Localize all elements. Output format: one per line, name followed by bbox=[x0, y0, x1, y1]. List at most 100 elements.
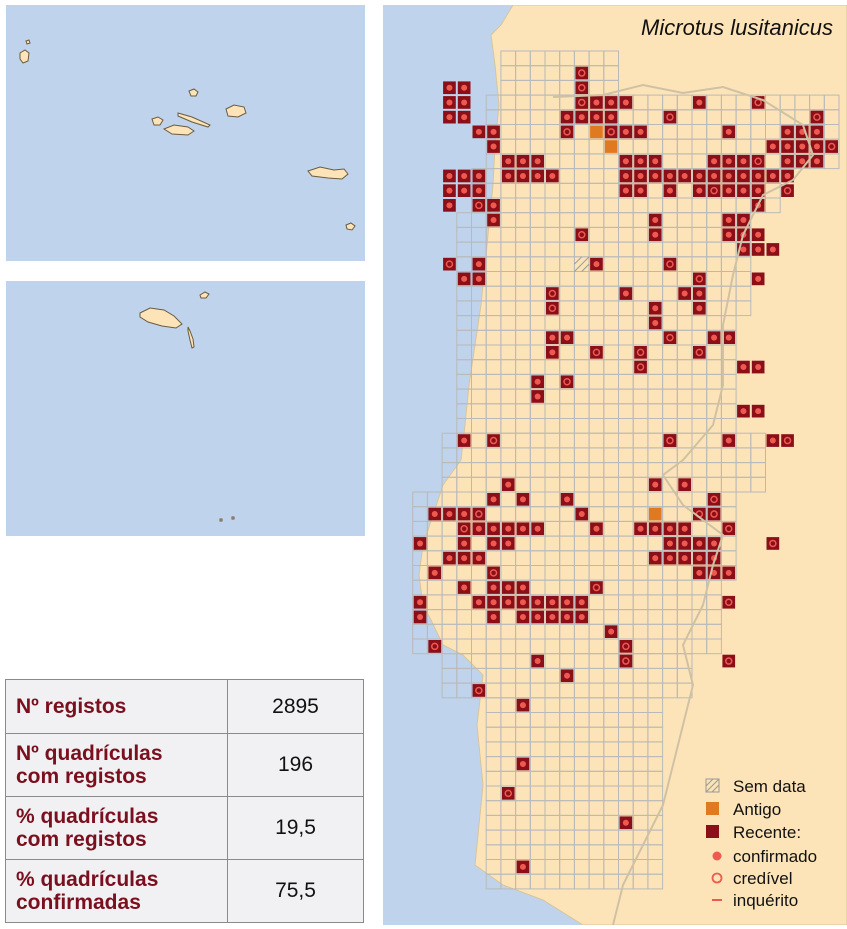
credible-marker bbox=[725, 525, 733, 533]
confirmed-marker bbox=[578, 599, 585, 606]
confirmed-marker bbox=[475, 172, 482, 179]
recent-credible-cell bbox=[781, 184, 794, 197]
grid-cell bbox=[412, 520, 428, 537]
recent-credible-cell bbox=[663, 257, 677, 271]
stat-value: 75,5 bbox=[227, 859, 364, 923]
island-porto-santo bbox=[199, 291, 210, 299]
confirmed-marker bbox=[505, 481, 512, 488]
species-title: Microtus lusitanicus bbox=[641, 15, 833, 40]
confirmed-marker bbox=[490, 525, 497, 532]
recent-credible-cell bbox=[546, 287, 559, 300]
recent-credible-cell bbox=[501, 787, 515, 800]
confirmed-marker bbox=[578, 511, 585, 518]
confirmed-marker bbox=[505, 525, 512, 532]
confirmed-marker bbox=[681, 172, 688, 179]
confirmed-marker bbox=[461, 437, 468, 444]
legend-recent-label: Recente: bbox=[733, 823, 801, 842]
recent-credible-cell bbox=[487, 434, 500, 447]
confirmed-marker bbox=[534, 172, 541, 179]
confirmed-marker bbox=[446, 99, 453, 106]
confirmed-marker bbox=[769, 246, 776, 253]
legend-confirmed-dot bbox=[712, 851, 722, 861]
confirmed-marker bbox=[755, 364, 762, 371]
credible-marker bbox=[666, 436, 674, 445]
confirmed-marker bbox=[725, 128, 732, 135]
confirmed-marker bbox=[711, 540, 718, 547]
recent-credible-cell bbox=[575, 96, 589, 109]
confirmed-marker bbox=[461, 114, 468, 121]
stat-row-cells-percent: % quadrículas com registos 19,5 bbox=[5, 796, 364, 860]
confirmed-marker bbox=[519, 760, 526, 767]
confirmed-marker bbox=[519, 525, 526, 532]
grid-cell bbox=[706, 638, 722, 655]
confirmed-marker bbox=[461, 584, 468, 591]
confirmed-marker bbox=[725, 334, 732, 341]
confirmed-marker bbox=[461, 511, 468, 518]
confirmed-marker bbox=[799, 143, 806, 150]
grid-cell bbox=[441, 447, 458, 464]
confirmed-marker bbox=[696, 187, 703, 194]
confirmed-marker bbox=[637, 172, 644, 179]
confirmed-marker bbox=[711, 172, 718, 179]
confirmed-marker bbox=[490, 613, 497, 620]
confirmed-marker bbox=[431, 511, 438, 518]
confirmed-marker bbox=[652, 555, 659, 562]
island-madeira bbox=[139, 307, 183, 329]
confirmed-marker bbox=[696, 99, 703, 106]
recent-credible-cell bbox=[575, 228, 589, 242]
credible-marker bbox=[827, 142, 836, 151]
azores-inset-map bbox=[6, 5, 365, 261]
credible-marker bbox=[578, 84, 586, 92]
grid-cell bbox=[456, 667, 473, 684]
recent-credible-cell bbox=[663, 434, 677, 447]
confirmed-marker bbox=[534, 525, 541, 532]
confirmed-marker bbox=[725, 187, 732, 194]
confirmed-marker bbox=[652, 217, 659, 224]
credible-marker bbox=[622, 642, 630, 651]
credible-marker bbox=[769, 539, 777, 548]
credible-marker bbox=[504, 789, 512, 798]
confirmed-marker bbox=[637, 158, 644, 165]
credible-marker bbox=[783, 186, 792, 195]
credible-marker bbox=[783, 436, 792, 445]
confirmed-marker bbox=[519, 613, 526, 620]
confirmed-marker bbox=[769, 437, 776, 444]
distribution-grid-map: Microtus lusitanicus Sem data Antigo Rec… bbox=[412, 5, 847, 925]
confirmed-marker bbox=[681, 525, 688, 532]
grid-cell bbox=[456, 285, 473, 302]
stat-value: 2895 bbox=[227, 679, 364, 734]
madeira-inset-map bbox=[6, 281, 365, 536]
confirmed-marker bbox=[490, 128, 497, 135]
confirmed-marker bbox=[519, 158, 526, 165]
confirmed-marker bbox=[740, 172, 747, 179]
statistics-table: Nº registos 2895 Nº quadrículas com regi… bbox=[5, 679, 364, 923]
grid-cell bbox=[441, 653, 458, 669]
recent-credible-cell bbox=[781, 434, 794, 447]
recent-credible-cell bbox=[428, 640, 442, 653]
legend-survey-label: inquérito bbox=[733, 891, 798, 910]
confirmed-marker bbox=[549, 613, 556, 620]
confirmed-marker bbox=[475, 599, 482, 606]
grid-cell bbox=[823, 153, 840, 170]
confirmed-marker bbox=[461, 99, 468, 106]
credible-marker bbox=[445, 260, 454, 268]
confirmed-marker bbox=[461, 555, 468, 562]
confirmed-marker bbox=[740, 187, 747, 194]
grid-cell bbox=[441, 432, 458, 449]
old-record-cell bbox=[648, 507, 662, 521]
old-record-cell bbox=[590, 125, 603, 139]
grid-cell bbox=[471, 226, 487, 243]
legend-old-swatch bbox=[706, 802, 719, 815]
recent-credible-cell bbox=[590, 581, 603, 594]
confirmed-marker bbox=[578, 114, 585, 121]
confirmed-marker bbox=[475, 555, 482, 562]
grid-cell bbox=[471, 241, 487, 258]
grid-cell bbox=[720, 565, 737, 581]
confirmed-marker bbox=[534, 658, 541, 665]
credible-marker bbox=[636, 363, 645, 371]
recent-credible-cell bbox=[619, 640, 633, 653]
confirmed-marker bbox=[608, 114, 615, 121]
recent-credible-cell bbox=[810, 110, 824, 124]
confirmed-marker bbox=[519, 599, 526, 606]
confirmed-marker bbox=[534, 613, 541, 620]
